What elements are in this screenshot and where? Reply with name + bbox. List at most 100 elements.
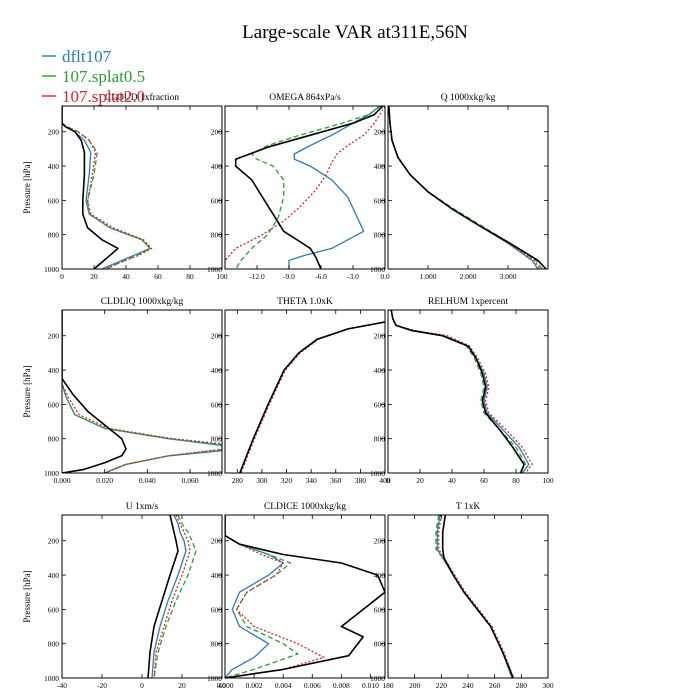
series-line-2 [388,106,541,269]
x-tick-label: 340 [306,476,318,485]
series-line-0 [436,515,513,678]
x-tick-label: 3.000 [500,272,517,281]
y-tick-label: 200 [374,128,386,137]
series-line-2 [225,106,385,269]
series-group [388,106,547,269]
series-line-3 [62,310,127,473]
x-tick-label: 0.040 [139,476,156,485]
chart-panel-0: CLOUD 1xfraction 0 20 40 60 80 100 200 400 600 800… [22,92,228,281]
y-tick-label: 200 [211,537,223,546]
x-tick-label: 180 [382,681,394,690]
x-tick-label: 0.006 [304,681,321,690]
panel-title: T 1xK [456,502,481,512]
x-tick-label: -20 [97,681,107,690]
series-line-0 [388,106,539,269]
x-tick-label: 220 [436,681,448,690]
series-group [435,515,515,678]
y-tick-label: 400 [211,366,223,375]
y-axis-label: Pressure [hPa] [22,365,32,417]
panel-frame [61,105,223,270]
series-line-3 [225,515,385,678]
x-tick-label: 20 [178,681,186,690]
series-line-0 [225,515,284,678]
y-tick-label: 800 [211,231,223,240]
y-tick-label: 200 [211,128,223,137]
panel-title: CLDLIQ 1000xkg/kg [101,297,184,307]
y-tick-label: 1000 [370,469,385,478]
series-line-2 [225,515,325,678]
series-group [225,106,385,269]
series-line-0 [288,106,381,269]
y-axis-label: Pressure [hPa] [22,161,32,213]
x-tick-label: 0 [140,681,144,690]
series-line-3 [147,515,179,678]
series-line-2 [390,310,533,473]
series-line-1 [239,321,385,473]
x-tick-label: 400 [379,476,391,485]
x-tick-label: 0.000 [54,476,71,485]
legend-item-1: 107.splat0.5 [42,67,145,86]
series-line-1 [62,106,151,269]
panel-frame [61,309,223,474]
y-tick-label: 200 [211,332,223,341]
y-tick-label: 800 [211,640,223,649]
x-tick-label: 280 [232,476,244,485]
series-line-0 [151,515,187,678]
y-tick-label: 800 [211,435,223,444]
legend-item-2: 107.splat2.0 [42,87,145,106]
x-tick-label: 240 [462,681,474,690]
chart-panel-3: CLDLIQ 1000xkg/kg 0.000 0.020 0.040 0.060 200… [22,297,223,485]
series-group [239,321,385,473]
legend: dflt107 107.splat0.5 107.splat2.0 [42,47,145,106]
x-tick-label: 0.008 [333,681,350,690]
y-tick-label: 1000 [207,674,222,683]
y-tick-label: 800 [48,640,60,649]
y-tick-label: 400 [48,162,60,171]
y-tick-label: 1000 [207,469,222,478]
series-line-2 [62,310,222,473]
x-tick-label: 1.000 [420,272,437,281]
panel-title: CLOUD 1xfraction [105,92,179,103]
series-line-1 [388,106,543,269]
series-line-3 [390,310,525,473]
y-tick-label: 400 [48,366,60,375]
series-line-1 [225,515,299,678]
x-tick-label: 0.060 [182,476,199,485]
series-line-1 [235,106,382,269]
legend-item-0: dflt107 [42,47,112,66]
x-tick-label: 300 [256,476,268,485]
x-tick-label: 100 [542,476,554,485]
series-line-3 [388,106,547,269]
x-tick-label: 20 [90,272,98,281]
x-tick-label: 60 [154,272,162,281]
y-tick-label: 200 [374,332,386,341]
series-line-0 [239,321,385,473]
legend-label: 107.splat0.5 [62,67,145,86]
y-tick-label: 1000 [44,265,59,274]
panel-frame [224,514,386,679]
y-tick-label: 200 [48,332,60,341]
x-tick-label: 40 [122,272,130,281]
x-tick-label: 260 [489,681,501,690]
panel-title: CLDICE 1000xkg/kg [264,502,346,512]
x-tick-label: 200 [409,681,421,690]
series-line-2 [153,515,191,678]
y-tick-label: 200 [374,537,386,546]
x-tick-label: 60 [480,476,488,485]
y-tick-label: 400 [374,366,386,375]
x-tick-label: 2.000 [460,272,477,281]
chart-panel-8: T 1xK 180 200 220 240 260 280 300 200 400 600 800 10… [370,502,554,690]
y-tick-label: 400 [211,162,223,171]
series-line-2 [240,321,385,473]
x-tick-label: 360 [330,476,342,485]
x-tick-label: 280 [516,681,528,690]
series-line-3 [441,515,515,678]
legend-label: 107.splat2.0 [62,87,145,106]
panel-frame [387,309,549,474]
series-group [390,310,533,473]
series-line-1 [390,310,527,473]
x-tick-label: 0.002 [246,681,263,690]
y-tick-label: 600 [211,196,223,205]
x-tick-label: -9.0 [283,272,295,281]
x-tick-label: 100 [216,272,228,281]
